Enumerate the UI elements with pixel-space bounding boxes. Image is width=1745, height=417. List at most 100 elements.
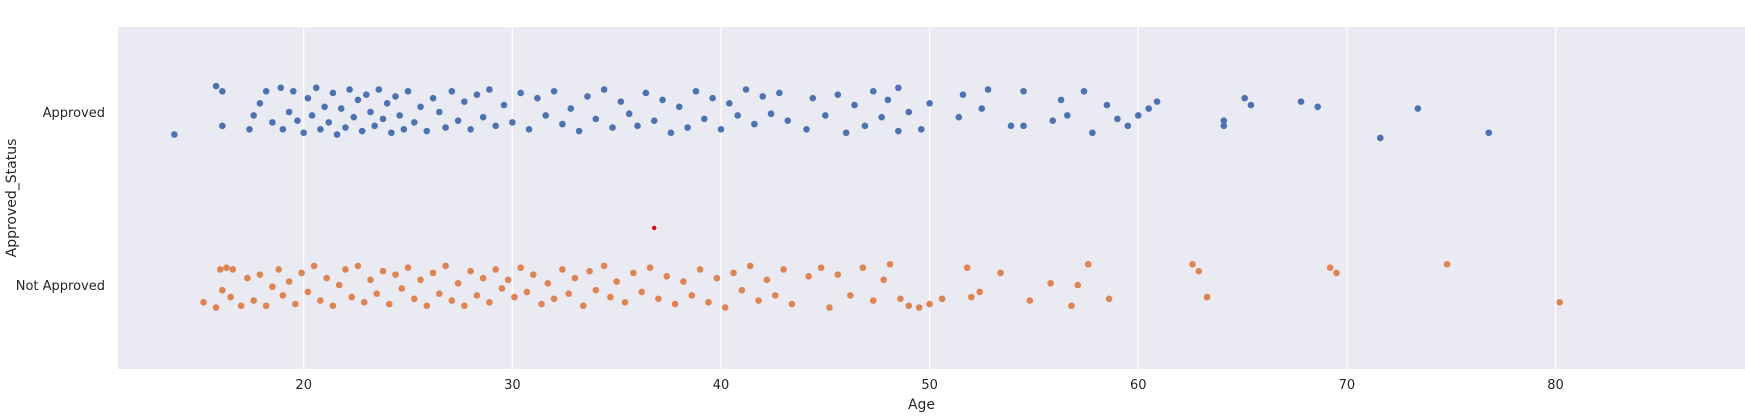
data-point <box>362 91 370 98</box>
x-tick-label: 40 <box>713 378 730 393</box>
data-point <box>379 115 387 123</box>
data-point <box>500 101 508 109</box>
data-point <box>763 276 771 284</box>
data-point <box>404 264 412 272</box>
highlight-point <box>652 225 657 231</box>
data-point <box>262 87 270 95</box>
data-point <box>342 124 349 131</box>
data-point <box>634 122 641 130</box>
x-tick-label: 60 <box>1130 378 1147 393</box>
data-point <box>473 292 481 299</box>
data-point <box>621 299 629 306</box>
data-point <box>486 299 493 306</box>
data-point <box>219 87 226 95</box>
data-point <box>492 266 499 273</box>
data-point <box>776 89 783 97</box>
data-point <box>1114 115 1121 123</box>
data-point <box>1297 98 1305 105</box>
data-point <box>571 274 579 282</box>
data-point <box>959 91 967 98</box>
data-point <box>1084 260 1092 268</box>
data-point <box>617 98 625 105</box>
data-point <box>978 105 986 112</box>
data-point <box>479 274 487 282</box>
data-point <box>817 264 825 272</box>
data-point <box>613 278 620 285</box>
data-point <box>385 300 393 308</box>
data-point <box>216 266 224 273</box>
data-point <box>308 112 316 119</box>
data-point <box>997 269 1004 277</box>
data-point <box>847 292 854 299</box>
data-point <box>822 112 829 119</box>
data-point <box>304 288 312 296</box>
data-point <box>575 127 583 135</box>
data-point <box>1074 281 1082 289</box>
data-point <box>755 297 762 304</box>
x-tick-labels: 20 30 40 50 60 70 80 <box>295 378 1563 393</box>
data-point <box>392 271 399 278</box>
data-point <box>905 108 913 116</box>
data-point <box>404 87 412 95</box>
data-point <box>834 271 842 278</box>
data-point <box>917 126 925 133</box>
data-point <box>771 292 779 299</box>
data-point <box>442 262 449 270</box>
data-point <box>448 297 456 304</box>
data-point <box>1241 94 1248 102</box>
data-point <box>584 93 591 100</box>
data-point <box>834 91 842 98</box>
data-point <box>371 122 378 130</box>
data-point <box>767 110 775 118</box>
data-point <box>579 302 587 310</box>
data-point <box>1049 117 1057 124</box>
data-point <box>663 273 671 280</box>
data-point <box>592 286 600 294</box>
data-point <box>219 122 226 130</box>
data-point <box>262 302 270 310</box>
data-point <box>392 93 399 100</box>
data-point <box>219 286 226 294</box>
data-point <box>256 271 264 278</box>
data-point <box>851 101 858 109</box>
data-point <box>630 269 637 277</box>
data-point <box>721 304 729 311</box>
data-point <box>212 304 220 311</box>
data-point <box>1105 295 1113 303</box>
data-point <box>859 264 867 272</box>
data-point <box>1195 267 1203 275</box>
data-point <box>538 300 545 308</box>
data-point <box>275 266 282 273</box>
data-point <box>984 86 992 93</box>
data-point <box>784 117 792 124</box>
y-tick-labels: Approved Not Approved <box>16 106 105 294</box>
data-point <box>517 89 524 97</box>
data-point <box>955 113 963 121</box>
data-point <box>559 120 566 128</box>
data-point <box>1020 87 1027 95</box>
data-point <box>300 129 308 137</box>
data-point <box>1556 299 1564 306</box>
data-point <box>467 126 474 133</box>
data-point <box>1247 101 1255 109</box>
plot-area <box>118 27 1745 369</box>
x-tick-label: 30 <box>504 378 521 393</box>
data-point <box>523 288 531 296</box>
data-point <box>285 108 293 116</box>
data-point <box>559 266 566 273</box>
data-point <box>1020 122 1027 130</box>
data-point <box>375 86 383 93</box>
x-tick-label: 20 <box>295 378 312 393</box>
data-point <box>1007 122 1015 130</box>
data-point <box>317 297 324 304</box>
data-point <box>826 304 833 311</box>
data-point <box>713 274 721 282</box>
data-point <box>461 302 468 310</box>
data-point <box>317 126 324 133</box>
data-point <box>869 297 877 304</box>
data-point <box>1057 96 1065 104</box>
data-point <box>642 89 650 97</box>
data-point <box>223 264 230 272</box>
data-point <box>1089 129 1096 137</box>
data-point <box>1145 105 1152 112</box>
